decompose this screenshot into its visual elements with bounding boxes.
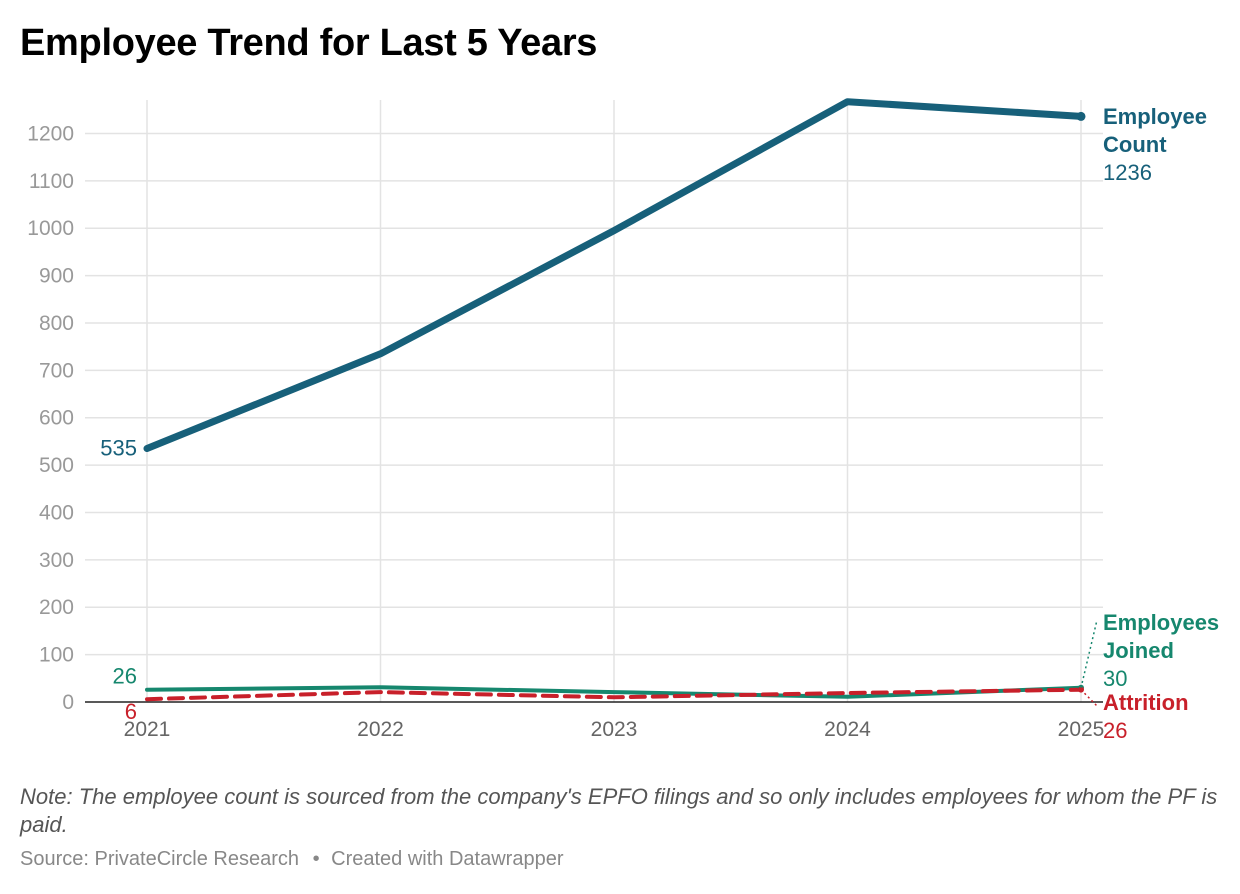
start-value-attrition: 6 — [125, 699, 137, 724]
end-marker-employee_count — [1076, 111, 1086, 121]
leader-line-employees_joined — [1080, 619, 1098, 688]
end-value-attrition: 26 — [1103, 718, 1127, 743]
x-tick-label: 2022 — [357, 718, 404, 741]
x-tick-label: 2023 — [591, 718, 638, 741]
y-tick-label: 200 — [39, 596, 74, 619]
y-tick-label: 1100 — [29, 170, 74, 193]
leader-line-attrition — [1080, 689, 1098, 707]
y-tick-label: 1000 — [27, 217, 74, 240]
chart-footer: Source: PrivateCircle Research • Created… — [20, 848, 563, 871]
y-tick-label: 500 — [39, 454, 74, 477]
start-value-employee_count: 535 — [100, 436, 137, 461]
y-tick-label: 1200 — [27, 122, 74, 145]
y-tick-label: 400 — [39, 501, 74, 524]
series-name-employee_count: Count — [1103, 132, 1167, 157]
created-with-text: Created with Datawrapper — [331, 848, 564, 870]
y-tick-label: 0 — [62, 691, 74, 714]
series-name-employees_joined: Joined — [1103, 638, 1174, 663]
gridlines — [85, 100, 1103, 702]
footer-separator: • — [312, 848, 320, 870]
x-tick-label: 2021 — [124, 718, 171, 741]
y-tick-label: 100 — [39, 644, 74, 667]
end-value-employees_joined: 30 — [1103, 666, 1127, 691]
series-name-attrition: Attrition — [1103, 690, 1189, 715]
series-labels: Employee Count 1236 535 Employees Joined 30 26 A… — [100, 104, 1219, 743]
end-value-employee_count: 1236 — [1103, 160, 1152, 185]
chart-title: Employee Trend for Last 5 Years — [20, 22, 598, 64]
y-tick-label: 300 — [39, 549, 74, 572]
chart-note: Note: The employee count is sourced from… — [20, 784, 1218, 837]
source-text: Source: PrivateCircle Research — [20, 848, 299, 870]
x-tick-label: 2025 — [1058, 718, 1105, 741]
series-name-employees_joined: Employees — [1103, 610, 1219, 635]
y-tick-label: 800 — [39, 312, 74, 335]
line-chart: 0 100 200 300 400 500 600 700 800 900 1000 1100 1200… — [27, 98, 1219, 743]
x-tick-label: 2024 — [824, 718, 871, 741]
series-name-employee_count: Employee — [1103, 104, 1207, 129]
series-lines — [143, 98, 1086, 702]
y-tick-label: 700 — [39, 359, 74, 382]
y-tick-label: 600 — [39, 407, 74, 430]
axes: 0 100 200 300 400 500 600 700 800 900 1000 1100 1200… — [27, 122, 1104, 741]
start-value-employees_joined: 26 — [113, 664, 137, 689]
y-tick-label: 900 — [39, 265, 74, 288]
